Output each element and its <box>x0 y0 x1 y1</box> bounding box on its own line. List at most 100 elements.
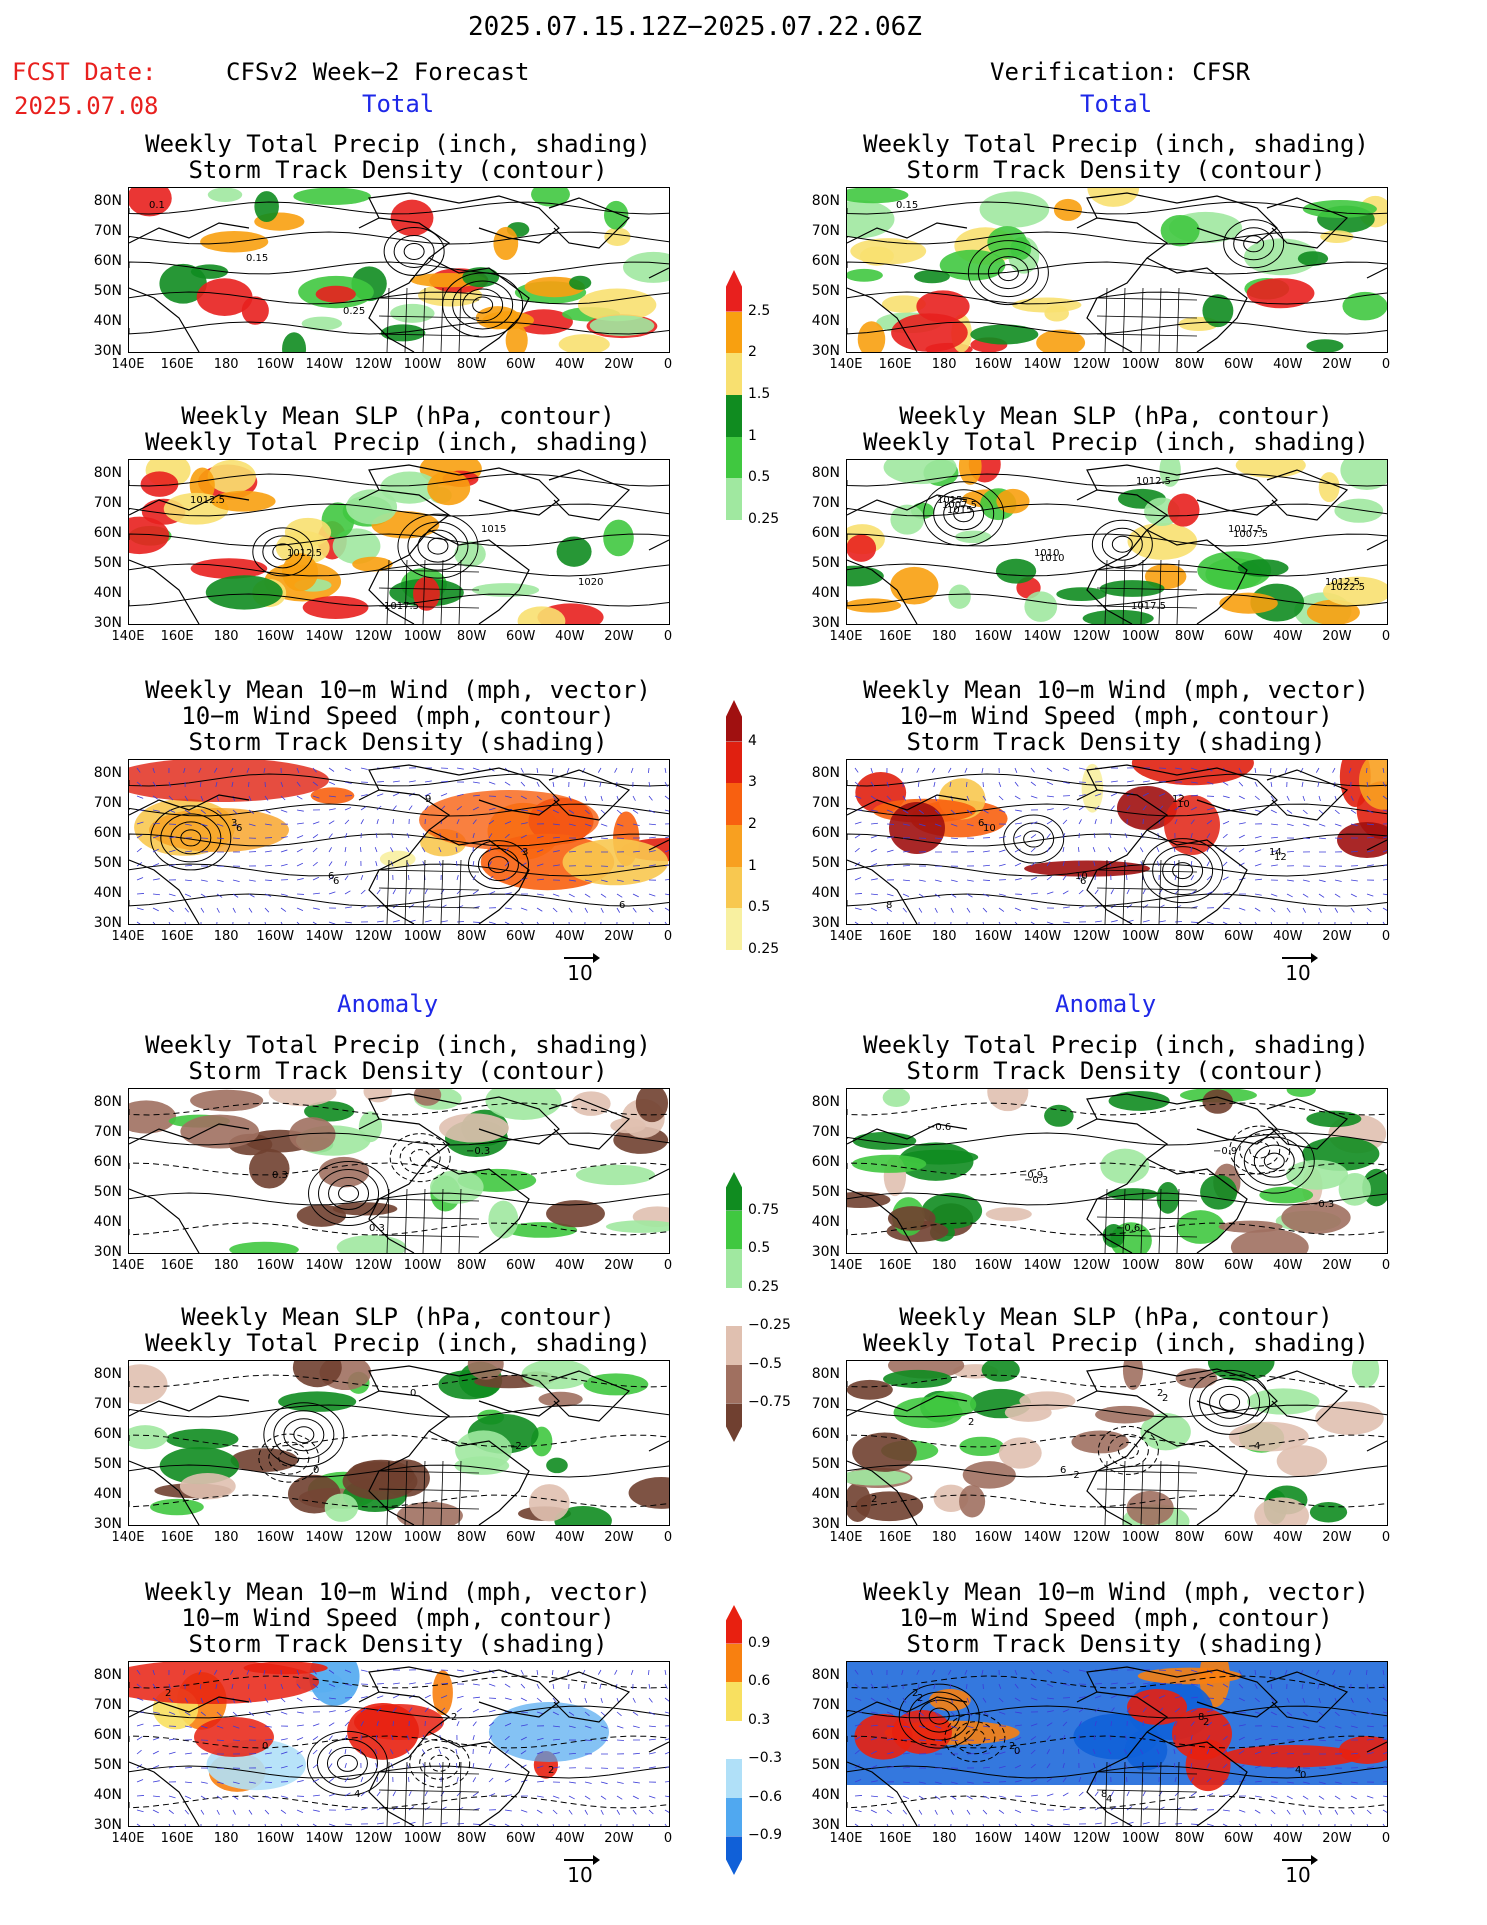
wind-vector <box>1206 1735 1211 1741</box>
state-border <box>1176 1761 1180 1826</box>
wind-vector <box>392 1720 394 1727</box>
wind-vector <box>1302 1809 1306 1815</box>
shade-region <box>1340 460 1387 490</box>
wind-vector <box>312 1736 319 1741</box>
vector-reference-arrow <box>564 1855 600 1865</box>
coastline <box>129 1123 250 1145</box>
wind-vector <box>664 893 669 896</box>
wind-vector <box>136 1736 143 1741</box>
wind-vector <box>1014 781 1019 787</box>
wind-vector <box>248 1781 256 1784</box>
wind-vector <box>982 907 988 913</box>
wind-vector <box>1302 809 1308 815</box>
coastline <box>129 1460 200 1525</box>
wind-vector <box>200 1795 207 1800</box>
wind-vector <box>632 823 640 826</box>
wind-vector <box>312 861 318 867</box>
lat-tick-label: 60N <box>811 525 840 541</box>
wind-vector <box>199 1683 202 1690</box>
wind-vector <box>376 1791 381 1797</box>
wind-vector <box>616 1809 621 1815</box>
shade-region <box>1281 1201 1351 1234</box>
contour-line <box>964 1729 986 1747</box>
lon-tick-label: 180 <box>213 1258 239 1273</box>
wind-vector <box>982 921 984 924</box>
wind-vector <box>998 907 1005 912</box>
wind-vector <box>1334 809 1340 815</box>
contour-line <box>1152 846 1214 896</box>
wind-vector <box>1206 781 1214 785</box>
wind-vector <box>1254 1697 1260 1703</box>
shade-region <box>180 1114 260 1149</box>
wind-vector <box>916 767 920 773</box>
wind-vector <box>1382 1809 1387 1813</box>
lon-tick-label: 100W <box>1121 1258 1160 1273</box>
lon-tick-label: 160W <box>256 1530 295 1545</box>
coastline <box>648 839 669 851</box>
wind-vector <box>296 921 300 924</box>
wind-vector <box>360 875 364 881</box>
shade-region <box>1358 760 1387 810</box>
wind-vector <box>232 1781 240 1785</box>
lon-tick-label: 140W <box>305 929 344 944</box>
wind-vector <box>1382 849 1387 853</box>
shade-region <box>628 1477 669 1509</box>
colorbar-segment <box>726 1682 742 1721</box>
shade-region <box>1124 1729 1168 1771</box>
wind-vector <box>648 1711 655 1716</box>
shade-region <box>987 1089 1029 1112</box>
wind-vector <box>1046 1749 1050 1755</box>
wind-vector <box>1350 907 1355 913</box>
wind-vector <box>1222 795 1230 799</box>
wind-vector <box>1254 795 1260 801</box>
wind-vector <box>344 875 349 881</box>
wind-vector <box>472 875 477 881</box>
wind-vector <box>1238 781 1244 787</box>
coastline <box>648 539 669 551</box>
coastline <box>1076 489 1169 624</box>
wind-vector <box>216 1795 223 1800</box>
wind-vector <box>950 837 958 840</box>
shade-region <box>1315 1401 1384 1435</box>
wind-vector <box>870 1795 878 1798</box>
wind-vector <box>504 1735 510 1741</box>
wind-vector <box>870 893 878 896</box>
lon-tick-label: 0 <box>1381 1258 1391 1273</box>
coastline <box>847 1460 918 1525</box>
lon-tick-label: 100W <box>1121 1831 1160 1846</box>
wind-vector <box>1382 809 1387 812</box>
shade-region <box>1202 294 1234 328</box>
shade-region <box>380 324 426 342</box>
wind-vector <box>998 795 1004 801</box>
lon-tick-label: 60W <box>506 1831 536 1846</box>
lat-tick-label: 30N <box>811 1516 840 1532</box>
lat-tick-label: 80N <box>811 1094 840 1110</box>
wind-vector <box>488 820 495 825</box>
wind-vector <box>152 893 160 896</box>
lat-tick-label: 70N <box>93 1124 122 1140</box>
coastline <box>1086 1365 1278 1417</box>
wind-vector <box>1302 893 1309 898</box>
lon-tick-label: 60W <box>1224 629 1254 644</box>
wind-vector <box>1302 823 1310 827</box>
wind-vector <box>214 767 218 773</box>
wind-vector <box>520 907 528 911</box>
shade-region <box>1230 1229 1309 1253</box>
wind-vector <box>1014 1724 1022 1727</box>
contour-label: −2 <box>507 1441 522 1452</box>
map-panel-f-precip_anom: 0.3 0.3 −0.3 <box>128 1088 670 1254</box>
coastline <box>1086 192 1278 244</box>
wind-vector <box>1302 1795 1309 1800</box>
wind-vector <box>344 1777 349 1783</box>
wind-vector <box>1286 795 1290 801</box>
wind-vector <box>1078 767 1086 770</box>
wind-vector <box>1222 821 1230 825</box>
colorbar-label: 0.5 <box>748 469 771 486</box>
wind-vector <box>998 863 1006 867</box>
wind-vector <box>1270 921 1273 924</box>
contour-line <box>933 489 995 539</box>
shade-region <box>471 583 540 597</box>
coastline <box>129 222 250 244</box>
coastline <box>428 1430 530 1525</box>
wind-vector <box>902 1823 904 1826</box>
